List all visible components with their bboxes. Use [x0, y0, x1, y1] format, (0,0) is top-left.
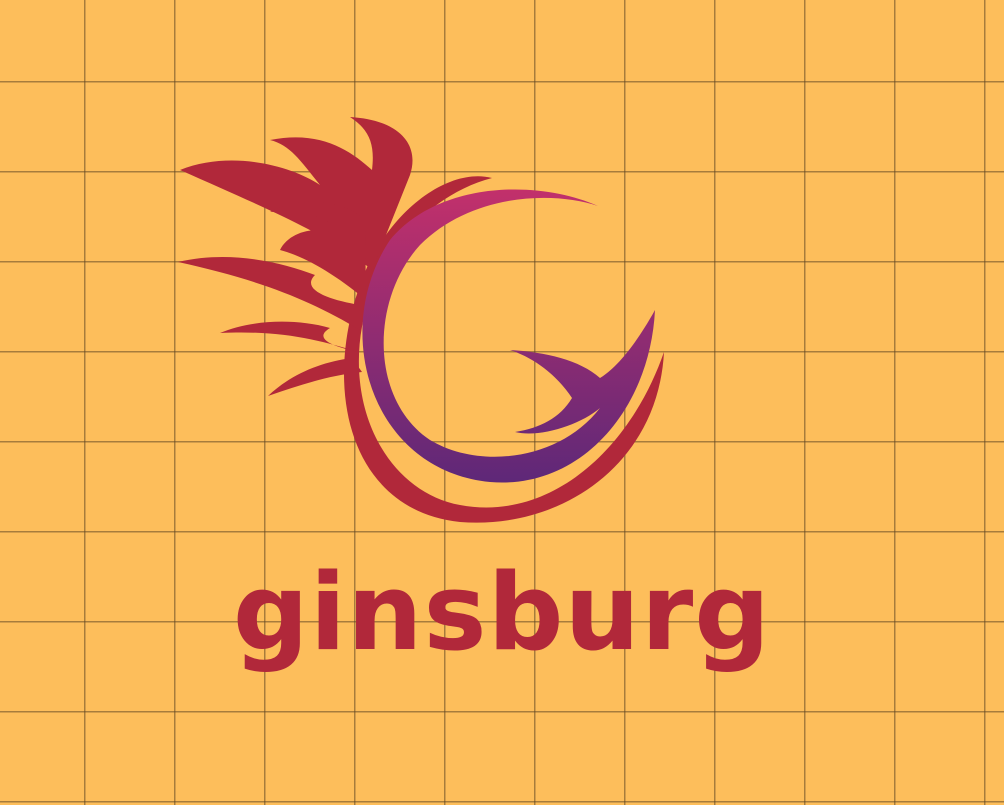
- flame-tongues: [178, 117, 413, 396]
- inner-g-shape: [362, 189, 655, 483]
- brand-name: ginsburg: [232, 551, 772, 674]
